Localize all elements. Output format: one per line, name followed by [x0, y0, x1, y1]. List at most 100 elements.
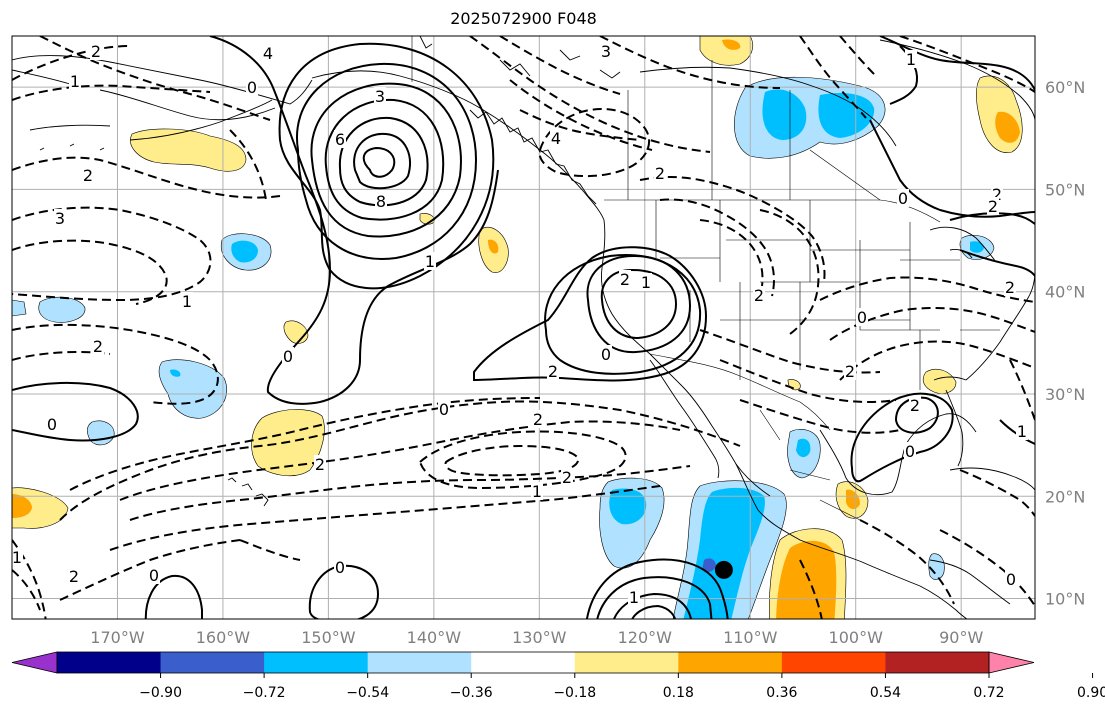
contour-neg-left-1 — [229, 129, 267, 201]
coastline-florida — [933, 376, 967, 467]
contour-label: 0 — [439, 400, 449, 419]
map-title: 2025072900 F048 — [450, 9, 597, 28]
shade-positive-oregon-core — [488, 239, 499, 254]
lat-tick-label: 60°N — [1045, 78, 1085, 97]
colorbar-segment — [574, 652, 679, 673]
coastline-baja — [649, 359, 771, 497]
contour-neg-east-3 — [859, 519, 955, 605]
solid-contours — [12, 36, 1035, 619]
contour-label-bg — [532, 410, 544, 428]
lat-tick-label: 30°N — [1045, 385, 1085, 404]
contour-label-bg — [856, 308, 868, 326]
shade-negative-tc-inner — [702, 558, 716, 573]
contour-neg-us-7 — [899, 36, 1035, 93]
longitude-tick-labels: 170°W 160°W 150°W 140°W 130°W 120°W 110°W 100°W… — [90, 628, 983, 647]
shade-negative-tc-core — [683, 487, 765, 619]
contour-label-bg — [547, 362, 559, 380]
contour-label-bg — [374, 87, 386, 105]
colorbar-tick-label: 0.36 — [766, 685, 797, 701]
map-frame — [11, 35, 1036, 620]
contour-label: 2 — [69, 567, 79, 586]
contour-neg-ring-canada — [538, 108, 651, 178]
contour-neg-bc-1 — [469, 36, 711, 153]
anomaly-shading — [12, 36, 1023, 619]
contour-high-california-1 — [600, 268, 678, 340]
contour-label-bg — [600, 345, 612, 363]
contour-neg-hi — [239, 539, 301, 561]
contour-neg-1 — [12, 84, 211, 101]
coastlines — [12, 36, 1035, 619]
colorbar-segment — [678, 652, 783, 673]
colorbar-segment — [885, 652, 990, 673]
contour-label: 8 — [376, 192, 386, 211]
shade-positive-hudson — [699, 36, 753, 66]
contour-label-bg — [753, 286, 765, 304]
contour-label: 1 — [425, 252, 435, 271]
contour-label-bg — [844, 362, 856, 380]
contour-florida-ring — [894, 396, 939, 434]
contour-label: 2 — [754, 286, 764, 305]
storm-center-marker — [714, 560, 733, 579]
contour-label-bg — [1004, 278, 1016, 296]
contour-label-bg — [282, 347, 294, 365]
coastline-central-america — [919, 559, 1011, 619]
coastline-east-us — [965, 269, 1035, 381]
colorbar-segment — [471, 652, 576, 673]
shade-negative-epac-core — [609, 488, 647, 525]
shade-positive-central-am-core — [776, 541, 837, 619]
shade-negative-midpac-core — [170, 369, 181, 377]
contour-label: 3 — [375, 87, 385, 106]
contour-low-ring-2 — [353, 132, 411, 190]
colorbar-tick-label: 0.90 — [1077, 685, 1105, 701]
contour-zero-east-pac — [308, 564, 380, 619]
contour-label: 1 — [70, 72, 80, 91]
shade-positive-hudson-core — [722, 39, 741, 50]
colorbar-segment — [781, 652, 886, 673]
contour-label: 4 — [263, 44, 273, 63]
contour-label-bg — [640, 273, 652, 291]
lat-tick-label: 40°N — [1045, 283, 1085, 302]
contour-label-bg — [54, 209, 66, 227]
lon-tick-label: 100°W — [829, 628, 884, 647]
lon-tick-label: 160°W — [196, 628, 251, 647]
contour-label-bg — [909, 396, 921, 414]
contour-neg-us-2 — [719, 359, 897, 403]
coastline-west-us — [601, 219, 683, 387]
contour-gulf-ring — [850, 392, 954, 483]
contour-label-bg — [90, 42, 102, 60]
shade-positive-labrador-core — [995, 111, 1020, 143]
contour-neg-ring-sub — [418, 430, 627, 490]
contour-label-bg — [654, 164, 666, 182]
contour-high-california-2 — [586, 254, 692, 354]
contour-label: 2 — [910, 396, 920, 415]
contour-label-bg — [82, 166, 94, 184]
contour-label-bg — [181, 292, 193, 310]
contour-low-ring-5 — [310, 82, 462, 238]
contour-label-bg — [262, 44, 274, 62]
contour-label-bg — [314, 455, 326, 473]
contour-label: 0 — [1006, 570, 1016, 589]
contour-neg-7 — [39, 36, 271, 121]
contour-low-ring-6 — [295, 62, 478, 260]
contour-neg-mid-2 — [69, 397, 541, 491]
contour-neg-mid-1 — [59, 400, 741, 521]
lon-tick-label: 140°W — [407, 628, 462, 647]
contour-label: 0 — [857, 308, 867, 327]
contour-label-bg — [12, 548, 23, 566]
contour-label: 1 — [641, 273, 651, 292]
lon-tick-label: 120°W — [618, 628, 673, 647]
contour-label-bg — [904, 442, 916, 460]
contour-neg-bc-4 — [509, 79, 653, 151]
colorbar-tick-label: 0.72 — [973, 685, 1004, 701]
colorbar-tick-label: −0.36 — [450, 685, 493, 701]
contour-label: 2 — [93, 337, 103, 356]
dashed-contours — [12, 36, 1035, 619]
shade-negative-west — [38, 296, 86, 323]
grid-lines — [12, 36, 1035, 619]
contour-neg-bc-2 — [499, 36, 621, 95]
lat-tick-label: 10°N — [1045, 590, 1085, 609]
contour-east-pac-rings-4 — [586, 558, 729, 619]
contour-neg-east-4 — [939, 529, 1035, 607]
border-canada-provinces — [627, 60, 881, 201]
